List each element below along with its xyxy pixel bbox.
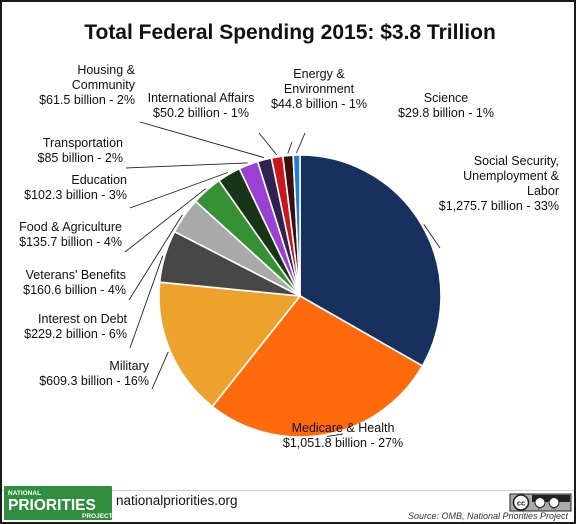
slice-label-11: Science $29.8 billion - 1%	[398, 91, 494, 120]
leader-line-10	[287, 141, 293, 154]
slice-label-line: $135.7 billion - 4%	[19, 235, 122, 249]
slice-label-line: $29.8 billion - 1%	[398, 106, 494, 120]
attribution-icon	[534, 497, 546, 508]
leader-line-4	[128, 214, 183, 301]
slice-label-line: Science	[424, 91, 469, 105]
slice-label-2: Military $609.3 billion - 16%	[39, 359, 150, 388]
leader-line-3	[129, 255, 164, 349]
slice-label-line: $1,275.7 billion - 33%	[439, 199, 559, 213]
slice-label-line: Social Security,	[474, 154, 559, 168]
pie-slice-1	[211, 294, 424, 438]
logo-text-priorities: PRIORITIES	[8, 497, 96, 514]
slice-label-line: $50.2 billion - 1%	[153, 106, 249, 120]
logo-text-project: PROJECT	[82, 513, 113, 520]
slice-label-1: Medicare & Health $1,051.8 billion - 27%	[283, 421, 403, 450]
slice-label-line: $1,051.8 billion - 27%	[283, 436, 403, 450]
leader-line-0	[423, 223, 441, 249]
slice-label-line: Energy &	[293, 67, 345, 81]
footer: NATIONAL PRIORITIES PROJECT nationalprio…	[2, 486, 574, 521]
slice-label-line: $85 billion - 2%	[38, 151, 123, 165]
leader-line-9	[258, 132, 278, 156]
slice-label-7: Transportation $85 billion - 2%	[38, 136, 124, 165]
slice-label-line: $609.3 billion - 16%	[39, 374, 149, 388]
slice-labels: Social Security, Unemployment & Labor $1,27…	[19, 63, 560, 450]
site-url[interactable]: nationalpriorities.org	[116, 493, 238, 508]
slice-label-5: Food & Agriculture $135.7 billion - 4%	[19, 220, 122, 249]
leader-line-8	[139, 121, 265, 159]
slice-label-3: Interest on Debt $229.2 billion - 6%	[24, 312, 127, 341]
slice-label-line: International Affairs	[148, 91, 255, 105]
slice-label-line: Unemployment &	[463, 169, 560, 183]
pie-slice-2	[158, 281, 302, 408]
cc-text: cc	[517, 499, 525, 508]
leader-line-1	[327, 433, 344, 437]
chart-title: Total Federal Spending 2015: $3.8 Trilli…	[84, 21, 496, 44]
cc-icon	[512, 494, 530, 511]
leader-line-2	[151, 351, 169, 390]
leader-line-7	[125, 162, 248, 169]
source-note: Source: OMB, National Priorities Project	[408, 511, 569, 521]
slice-label-line: $44.8 billion - 1%	[271, 97, 367, 111]
slice-label-line: Housing &	[77, 63, 135, 77]
slice-label-line: Food & Agriculture	[19, 220, 122, 234]
slice-label-line: Military	[109, 359, 149, 373]
slice-label-line: Environment	[284, 82, 355, 96]
slice-label-4: Veterans' Benefits $160.6 billion - 4%	[23, 268, 126, 297]
leader-line-11	[296, 132, 306, 154]
slice-label-8: Housing & Community $61.5 billion - 2%	[39, 63, 136, 107]
slice-label-line: $160.6 billion - 4%	[23, 283, 126, 297]
slice-label-line: $61.5 billion - 2%	[39, 93, 135, 107]
pie-slice-11	[292, 154, 301, 297]
cc-license-badge[interactable]: cc BY NC	[509, 493, 572, 512]
cc-by-text: BY	[538, 507, 543, 511]
leader-line-6	[129, 172, 229, 209]
logo-text-national: NATIONAL	[8, 490, 41, 497]
cc-nc-text: NC	[551, 507, 557, 511]
npp-logo[interactable]: NATIONAL PRIORITIES PROJECT	[4, 486, 113, 520]
slice-label-line: Education	[71, 173, 127, 187]
slice-label-line: Labor	[527, 184, 559, 198]
slice-label-0: Social Security, Unemployment & Labor $1,27…	[439, 154, 560, 213]
pie-slice-0	[299, 154, 442, 368]
leader-line-5	[124, 188, 206, 253]
slice-label-10: Energy & Environment $44.8 billion - 1%	[271, 67, 367, 111]
slice-label-line: Interest on Debt	[38, 312, 127, 326]
noncommercial-icon	[548, 497, 560, 508]
slice-label-line: Veterans' Benefits	[26, 268, 126, 282]
slice-label-line: Transportation	[43, 136, 123, 150]
slice-label-line: $102.3 billion - 3%	[24, 188, 127, 202]
pie-slices	[158, 154, 442, 438]
slice-label-9: International Affairs $50.2 billion - 1%	[148, 91, 255, 120]
slice-label-line: Community	[72, 78, 136, 92]
slice-label-line: Medicare & Health	[292, 421, 395, 435]
leader-lines	[124, 121, 441, 437]
slice-label-line: $229.2 billion - 6%	[24, 327, 127, 341]
slice-label-6: Education $102.3 billion - 3%	[24, 173, 127, 202]
